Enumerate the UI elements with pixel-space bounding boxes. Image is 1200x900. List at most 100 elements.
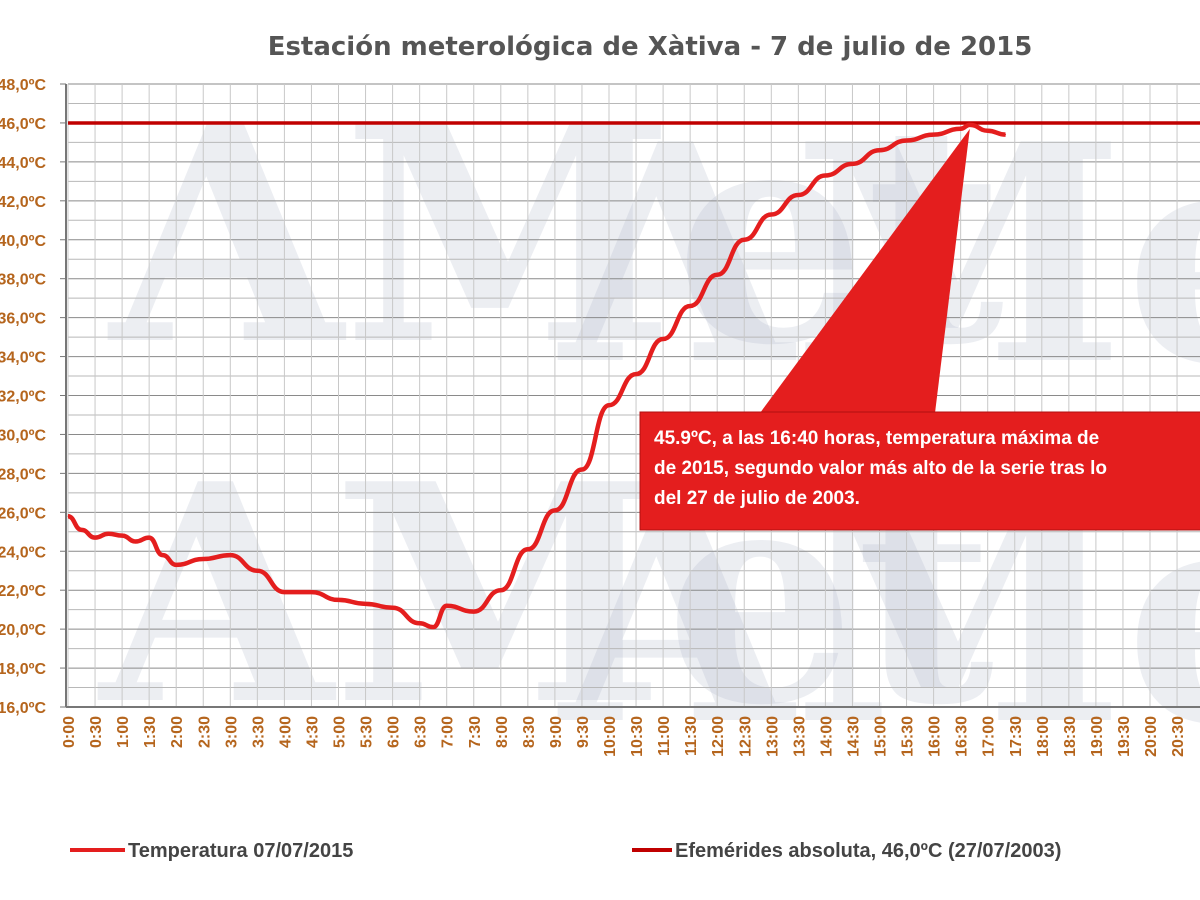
- x-tick-label: 4:30: [304, 716, 321, 748]
- temperature-point: [162, 554, 164, 556]
- temperature-point: [473, 611, 475, 613]
- series: [67, 121, 1200, 630]
- x-tick-label: 5:30: [359, 716, 376, 748]
- x-tick-label: 0:30: [88, 716, 105, 748]
- temperature-point: [797, 194, 799, 196]
- x-tick-label: 7:30: [467, 716, 484, 748]
- x-tick-label: 18:30: [1062, 716, 1079, 757]
- temperature-point: [310, 591, 312, 593]
- x-tick-label: 17:00: [981, 716, 998, 757]
- temperature-point: [175, 564, 177, 566]
- x-tick-label: 3:30: [250, 716, 267, 748]
- y-tick-label: 30,0ºC: [0, 427, 46, 444]
- callout-text: 45.9ºC, a las 16:40 horas, temperatura m…: [654, 424, 1200, 514]
- x-tick-label: 20:00: [1143, 716, 1160, 757]
- y-tick-label: 18,0ºC: [0, 661, 46, 678]
- y-tick-label: 20,0ºC: [0, 622, 46, 639]
- temperature-point: [635, 373, 637, 375]
- temperature-point: [960, 128, 962, 130]
- temperature-point: [581, 468, 583, 470]
- y-tick-label: 26,0ºC: [0, 505, 46, 522]
- x-tick-label: 13:30: [791, 716, 808, 757]
- temperature-point: [202, 558, 204, 560]
- x-tick-label: 8:00: [494, 716, 511, 748]
- x-tick-label: 3:00: [223, 716, 240, 748]
- temperature-point: [256, 570, 258, 572]
- y-tick-label: 24,0ºC: [0, 544, 46, 561]
- y-tick-label: 46,0ºC: [0, 116, 46, 133]
- x-tick-label: 20:30: [1170, 716, 1187, 757]
- x-tick-label: 8:30: [521, 716, 538, 748]
- y-tick-label: 34,0ºC: [0, 350, 46, 367]
- y-tick-label: 16,0ºC: [0, 700, 46, 717]
- callout-box: [639, 411, 1200, 531]
- x-tick-label: 9:30: [575, 716, 592, 748]
- legend-label-efemerides: Efemérides absoluta, 46,0ºC (27/07/2003): [675, 840, 1061, 862]
- temperature-point: [338, 599, 339, 601]
- temperature-point: [283, 591, 285, 593]
- x-tick-label: 4:00: [277, 716, 294, 748]
- x-tick-label: 2:00: [169, 716, 186, 748]
- x-tick-label: 1:30: [142, 716, 159, 748]
- temperature-point: [743, 239, 745, 241]
- temperature-point: [824, 175, 826, 177]
- temperature-point: [969, 124, 971, 126]
- temperature-point: [500, 589, 502, 591]
- temperature-point: [81, 529, 83, 531]
- y-tick-label: 38,0ºC: [0, 272, 46, 289]
- temperature-point: [662, 338, 664, 340]
- temperature-point: [554, 509, 556, 511]
- x-tick-label: 6:30: [413, 716, 430, 748]
- x-tick-label: 0:00: [61, 716, 78, 748]
- x-tick-label: 15:30: [900, 716, 917, 757]
- temperature-point: [229, 554, 231, 556]
- temperature-point: [1005, 134, 1007, 136]
- temperature-point: [770, 213, 772, 215]
- x-tick-label: 6:00: [386, 716, 403, 748]
- temperature-point: [419, 622, 421, 624]
- y-tick-label: 32,0ºC: [0, 389, 46, 406]
- x-tick-label: 17:30: [1008, 716, 1025, 757]
- x-tick-label: 19:00: [1089, 716, 1106, 757]
- temperature-point: [94, 537, 96, 539]
- y-tick-label: 42,0ºC: [0, 194, 46, 211]
- callout-pointer: [760, 128, 970, 413]
- x-tick-label: 1:00: [115, 716, 132, 748]
- x-tick-label: 7:00: [440, 716, 457, 748]
- x-tick-label: 2:30: [196, 716, 213, 748]
- y-tick-label: 40,0ºC: [0, 233, 46, 250]
- y-tick-label: 44,0ºC: [0, 155, 46, 172]
- x-tick-label: 15:00: [873, 716, 890, 757]
- x-tick-label: 9:00: [548, 716, 565, 748]
- x-tick-label: 11:30: [683, 716, 700, 756]
- y-axis: 48,0ºC 46,0ºC 44,0ºC 42,0ºC 40,0ºC 38,0ºC 36,0…: [0, 77, 66, 717]
- temperature-point: [689, 305, 691, 307]
- temperature-point: [135, 541, 137, 543]
- temperature-point: [527, 548, 529, 550]
- legend-label-temperatura: Temperatura 07/07/2015: [128, 840, 353, 862]
- x-tick-label: 5:00: [332, 716, 349, 748]
- temperature-point: [906, 139, 908, 141]
- x-tick-label: 16:30: [954, 716, 971, 757]
- temperature-point: [851, 163, 853, 165]
- x-tick-label: 12:30: [737, 716, 754, 757]
- temperature-point: [987, 130, 989, 132]
- x-tick-label: 10:30: [629, 716, 646, 757]
- x-tick-label: 11:00: [656, 716, 673, 756]
- x-tick-label: 18:00: [1035, 716, 1052, 757]
- temperature-point: [108, 533, 110, 535]
- x-tick-label: 19:30: [1116, 716, 1133, 757]
- x-tick-label: 10:00: [602, 716, 619, 757]
- callout-line: 45.9ºC, a las 16:40 horas, temperatura m…: [654, 428, 1100, 449]
- y-tick-label: 22,0ºC: [0, 583, 46, 600]
- temperature-point: [432, 626, 434, 628]
- temperature-point: [933, 134, 935, 136]
- temperature-point: [716, 274, 718, 276]
- x-tick-label: 16:00: [927, 716, 944, 757]
- temperature-point: [148, 537, 150, 539]
- y-tick-label: 36,0ºC: [0, 311, 46, 328]
- callout-line: de 2015, segundo valor más alto de la se…: [654, 458, 1108, 479]
- chart-title: Estación meterológica de Xàtiva - 7 de j…: [268, 32, 1033, 62]
- x-tick-label: 12:00: [710, 716, 727, 757]
